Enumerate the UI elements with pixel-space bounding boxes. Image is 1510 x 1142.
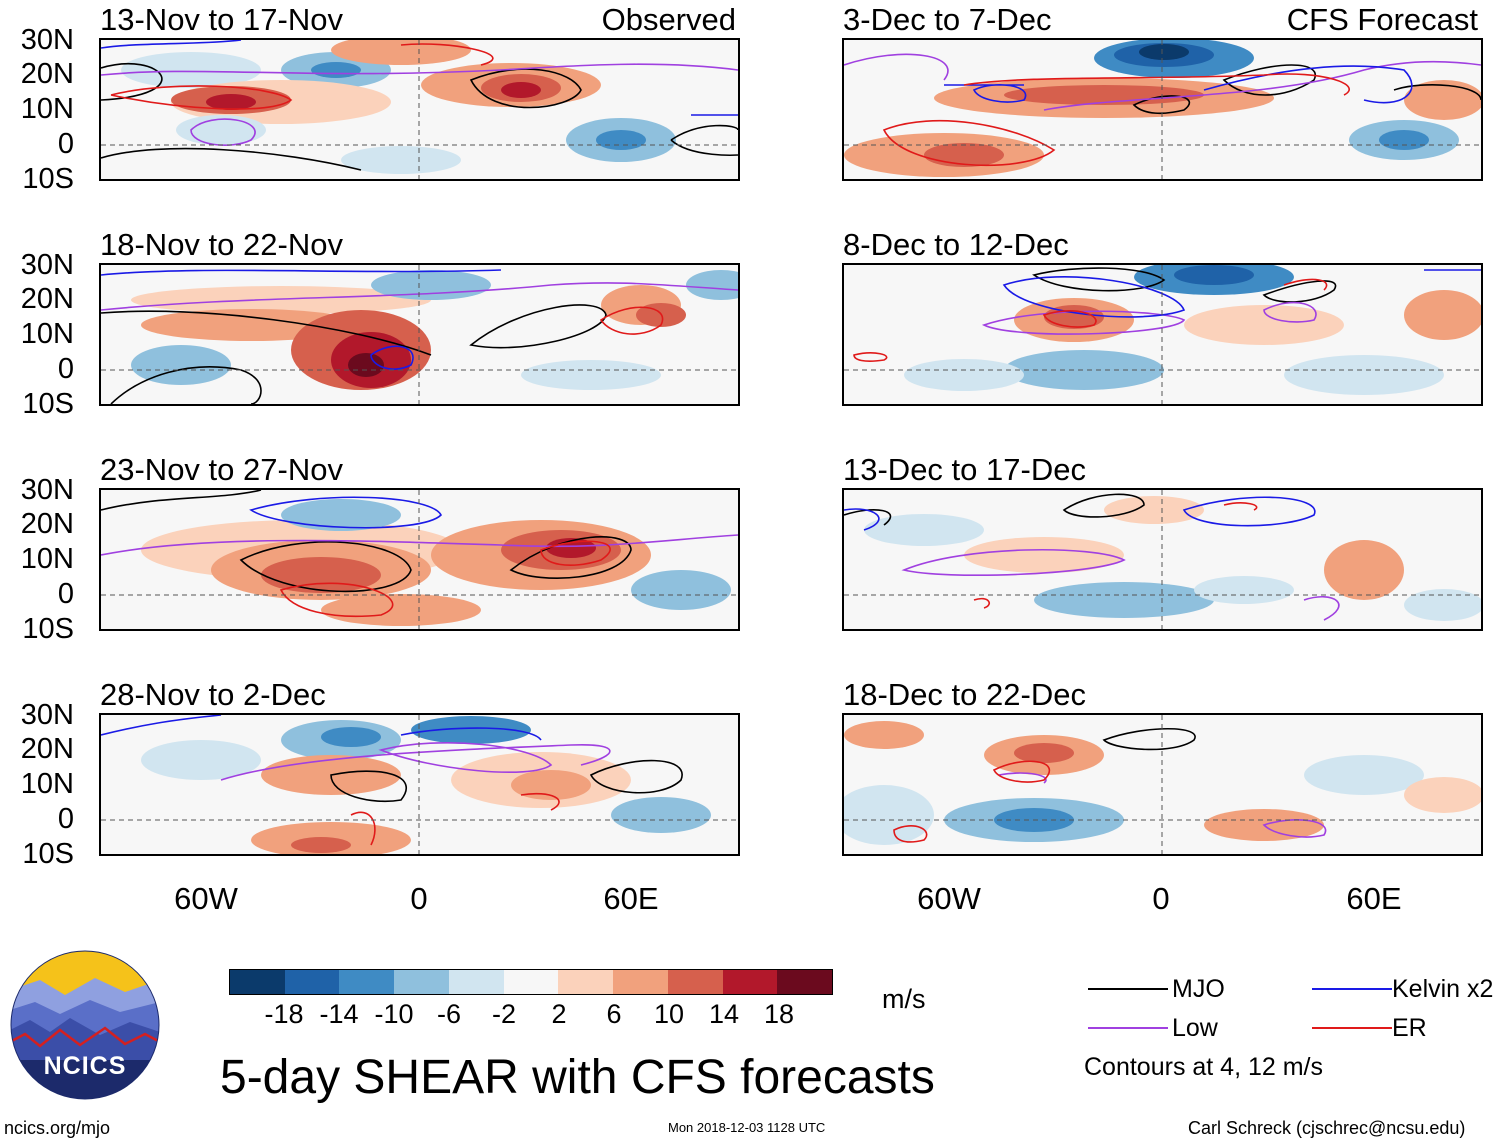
lat-label: 30N: [20, 249, 74, 281]
colorbar-label: -18: [264, 999, 304, 1029]
colorbar-label: -10: [374, 999, 414, 1029]
colorbar-swatch: [284, 970, 340, 994]
lat-label: 10N: [20, 318, 74, 350]
shear-map: [99, 713, 740, 856]
shear-map: [99, 263, 740, 406]
panel-title: 18-Dec to 22-Dec: [843, 677, 1086, 712]
legend-note: Contours at 4, 12 m/s: [1084, 1053, 1324, 1081]
legend-line-kelvin: [1312, 988, 1392, 990]
lat-label: 0: [57, 578, 74, 610]
shear-map: [99, 38, 740, 181]
lat-label: 10N: [20, 93, 74, 125]
colorbar-label: 6: [606, 999, 622, 1029]
lat-label: 10S: [22, 388, 74, 420]
colorbar-label: 2: [551, 999, 567, 1029]
panel-title: 13-Dec to 17-Dec: [843, 452, 1086, 487]
logo-icon: [10, 950, 160, 1100]
legend-line-mjo: [1088, 988, 1168, 990]
panel-title: 13-Nov to 17-Nov: [100, 2, 343, 37]
colorbar-label: 14: [708, 999, 740, 1029]
lon-label: 0: [1152, 881, 1170, 916]
lat-label: 10S: [22, 163, 74, 195]
lat-label: 10S: [22, 613, 74, 645]
colorbar: [229, 969, 833, 995]
lat-label: 0: [57, 803, 74, 835]
panel-title: 18-Nov to 22-Nov: [100, 227, 343, 262]
main-title: 5-day SHEAR with CFS forecasts: [220, 1051, 935, 1104]
lat-label: 0: [57, 353, 74, 385]
lat-label: 10S: [22, 838, 74, 870]
legend-line-er: [1312, 1027, 1392, 1029]
lat-label: 20N: [20, 58, 74, 90]
colorbar-label: -2: [491, 999, 516, 1029]
colorbar-units: m/s: [882, 984, 926, 1014]
lon-label: 60E: [1346, 881, 1402, 916]
legend-label-kelvin: Kelvin x2: [1392, 975, 1494, 1003]
shear-map: [842, 263, 1483, 406]
panel-title: 3-Dec to 7-Dec: [843, 2, 1052, 37]
lon-label: 60W: [917, 881, 981, 916]
lat-label: 10N: [20, 543, 74, 575]
colorbar-swatch: [448, 970, 504, 994]
colorbar-swatch: [667, 970, 723, 994]
lat-label: 20N: [20, 508, 74, 540]
footer-url[interactable]: ncics.org/mjo: [4, 1118, 111, 1138]
logo-text: NCICS: [43, 1052, 127, 1080]
legend-label-low: Low: [1172, 1014, 1218, 1042]
panel-subtitle: Observed: [601, 2, 736, 37]
panel-title: 23-Nov to 27-Nov: [100, 452, 343, 487]
colorbar-swatch: [230, 970, 285, 994]
colorbar-swatch: [777, 970, 833, 994]
shear-map: [842, 488, 1483, 631]
panel-title: 28-Nov to 2-Dec: [100, 677, 326, 712]
colorbar-label: -6: [436, 999, 461, 1029]
lat-label: 0: [57, 128, 74, 160]
lon-label: 60E: [603, 881, 659, 916]
lon-label: 0: [410, 881, 428, 916]
colorbar-swatch: [339, 970, 395, 994]
colorbar-swatch: [558, 970, 614, 994]
ncics-logo: NCICS: [10, 950, 160, 1100]
footer-credit: Carl Schreck (cjschrec@ncsu.edu): [1188, 1118, 1466, 1138]
lat-label: 10N: [20, 768, 74, 800]
panel-subtitle: CFS Forecast: [1286, 2, 1478, 37]
lat-label: 30N: [20, 699, 74, 731]
lat-label: 30N: [20, 474, 74, 506]
colorbar-swatch: [613, 970, 668, 994]
colorbar-swatch: [394, 970, 449, 994]
colorbar-swatch: [503, 970, 559, 994]
footer-timestamp: Mon 2018-12-03 1128 UTC: [668, 1120, 826, 1135]
panel-title: 8-Dec to 12-Dec: [843, 227, 1069, 262]
lat-label: 30N: [20, 24, 74, 56]
legend-line-low: [1088, 1027, 1168, 1029]
lat-label: 20N: [20, 733, 74, 765]
legend-label-mjo: MJO: [1172, 975, 1225, 1003]
colorbar-label: -14: [319, 999, 359, 1029]
colorbar-swatch: [722, 970, 778, 994]
lon-label: 60W: [174, 881, 238, 916]
shear-map: [99, 488, 740, 631]
lat-label: 20N: [20, 283, 74, 315]
colorbar-label: 18: [763, 999, 795, 1029]
colorbar-label: 10: [653, 999, 685, 1029]
shear-map: [842, 713, 1483, 856]
shear-map: [842, 38, 1483, 181]
legend-label-er: ER: [1392, 1014, 1427, 1042]
